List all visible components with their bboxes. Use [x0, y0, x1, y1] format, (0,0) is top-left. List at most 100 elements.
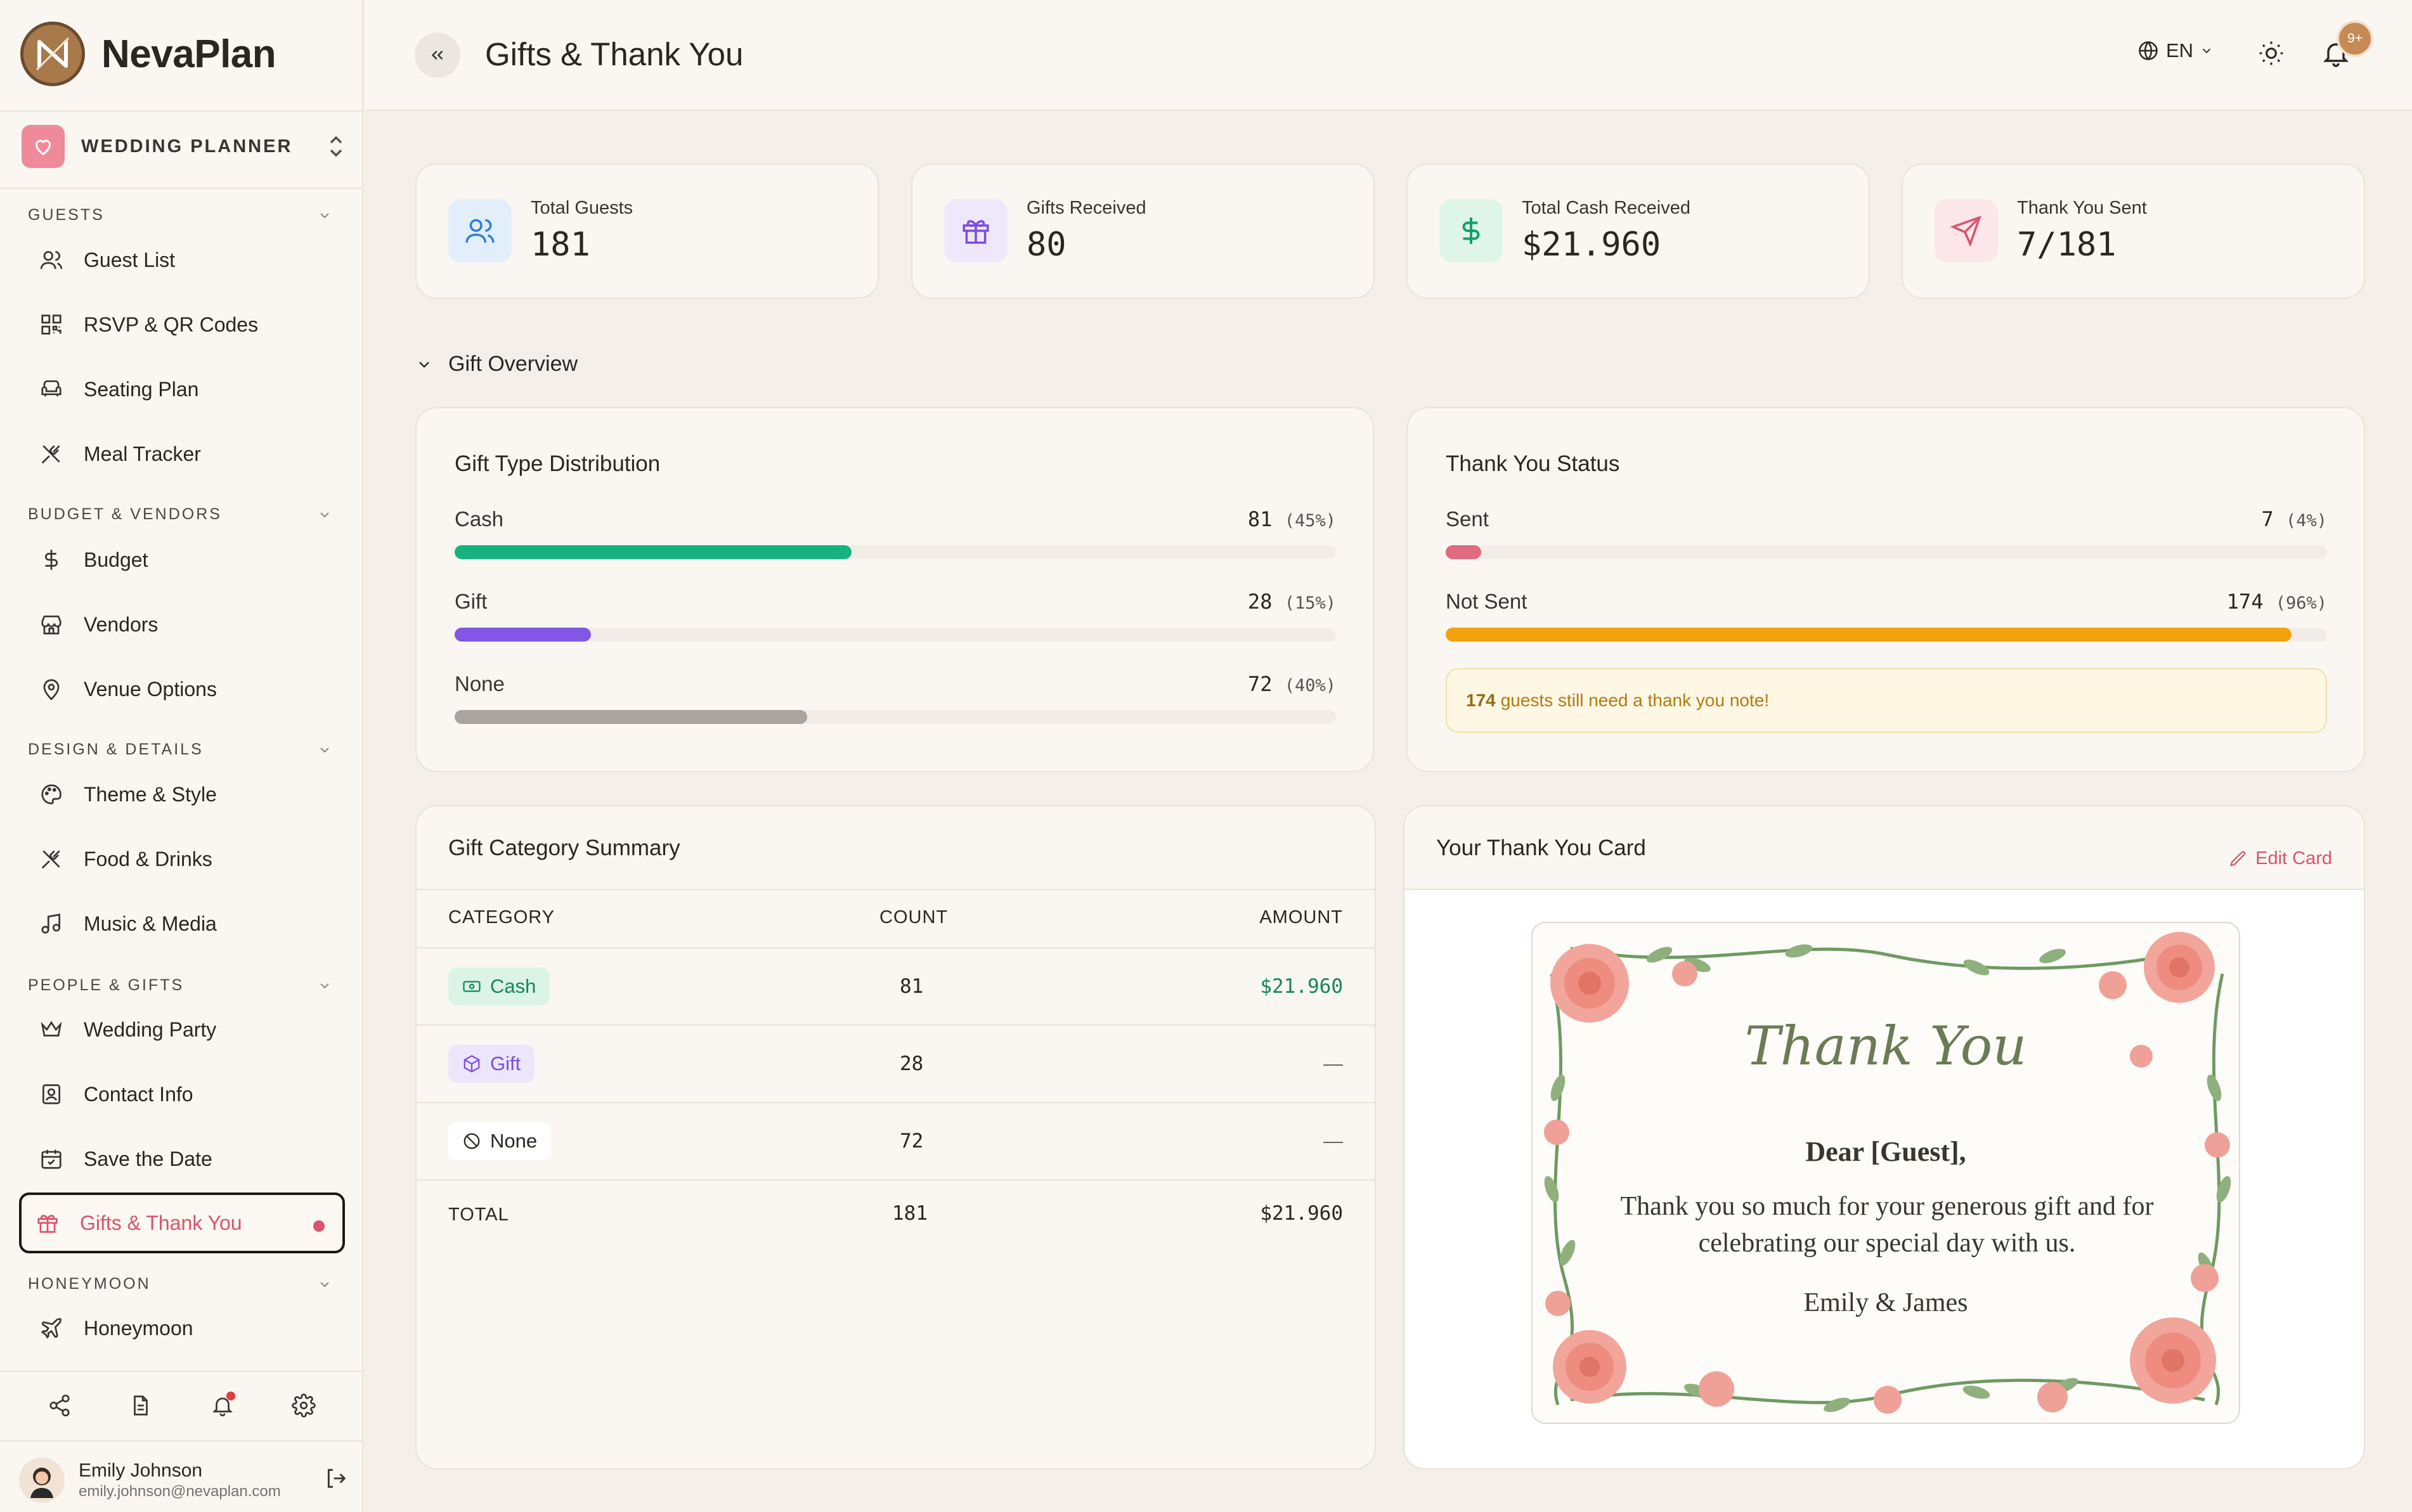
dollar-icon — [38, 546, 65, 573]
pending-thank-you-alert: 174 guests still need a thank you note! — [1446, 668, 2327, 733]
language-label: EN — [2166, 39, 2194, 61]
sidebar-item-label: Guest List — [84, 248, 176, 271]
progress-fill — [455, 710, 807, 724]
sidebar-item-label: Seating Plan — [84, 377, 199, 401]
section-title: PEOPLE & GIFTS — [28, 976, 185, 994]
sidebar-toolbar — [0, 1374, 363, 1437]
gift-overview-toggle[interactable]: Gift Overview — [415, 352, 578, 377]
top-bar: Gifts & Thank You EN 9+ — [365, 0, 2412, 111]
chevron-down-icon — [320, 983, 329, 988]
sidebar-item-wedding-party[interactable]: Wedding Party — [25, 1004, 342, 1055]
percent-value: (45%) — [1284, 511, 1336, 531]
user-profile[interactable]: Emily Johnson emily.johnson@nevaplan.com — [19, 1452, 349, 1509]
sidebar-item-theme-style[interactable]: Theme & Style — [25, 769, 342, 820]
language-selector[interactable]: EN — [2137, 39, 2214, 62]
column-header: CATEGORY — [448, 907, 555, 927]
chevron-down-icon — [320, 1281, 329, 1287]
chevron-down-icon — [320, 512, 329, 517]
card-message: Thank you so much for your generous gift… — [1620, 1192, 2154, 1258]
total-amount: $21.960 — [1260, 1202, 1343, 1225]
row-label: Not Sent — [1446, 590, 1527, 613]
sidebar-item-label: Venue Options — [84, 677, 217, 701]
section-people-gifts[interactable]: PEOPLE & GIFTS — [28, 976, 332, 995]
calendar-check-icon — [38, 1146, 65, 1172]
user-name: Emily Johnson — [79, 1460, 203, 1481]
share-icon[interactable] — [41, 1386, 79, 1425]
logout-icon[interactable] — [323, 1466, 349, 1491]
thank-you-card-panel: Your Thank You Card Edit Card — [1403, 805, 2365, 1470]
thank-you-card-preview: Thank You Dear [Guest], Thank you so muc… — [1531, 922, 2240, 1424]
panel-title: Your Thank You Card — [1436, 836, 1646, 860]
sidebar-item-music-media[interactable]: Music & Media — [25, 898, 342, 949]
sidebar-item-venue-options[interactable]: Venue Options — [25, 664, 342, 714]
section-budget-vendors[interactable]: BUDGET & VENDORS — [28, 505, 332, 524]
sidebar-item-vendors[interactable]: Vendors — [25, 599, 342, 650]
total-count: 181 — [892, 1202, 928, 1225]
row-count: 174 (96%) — [2227, 590, 2327, 614]
sidebar-item-meal-tracker[interactable]: Meal Tracker — [25, 429, 342, 479]
music-icon — [38, 910, 65, 937]
document-icon[interactable] — [122, 1386, 160, 1425]
row-label: Gift — [455, 590, 488, 613]
progress-track — [455, 545, 1336, 559]
total-label: TOTAL — [448, 1205, 509, 1225]
progress-fill — [455, 545, 852, 559]
stat-value: 181 — [531, 226, 590, 264]
page-title: Gifts & Thank You — [485, 36, 744, 72]
sidebar-item-guest-list[interactable]: Guest List — [25, 235, 342, 285]
ban-icon — [464, 1133, 480, 1149]
stat-label: Gifts Received — [1027, 198, 1146, 218]
collapse-sidebar-button[interactable] — [415, 32, 460, 78]
stat-value: $21.960 — [1522, 226, 1661, 264]
sidebar-item-food-drinks[interactable]: Food & Drinks — [25, 834, 342, 884]
edit-card-button[interactable]: Edit Card — [2229, 848, 2332, 869]
sidebar-item-budget[interactable]: Budget — [25, 534, 342, 585]
sidebar-item-honeymoon[interactable]: Honeymoon — [25, 1303, 342, 1354]
category-label: Gift — [490, 1052, 521, 1075]
amount-cell: — — [1323, 1052, 1343, 1075]
category-badge-gift: Gift — [448, 1045, 535, 1083]
section-title: DESIGN & DETAILS — [28, 740, 204, 758]
brand[interactable]: NevaPlan — [20, 21, 276, 87]
sidebar-item-gifts-thank-you[interactable]: Gifts & Thank You — [19, 1192, 345, 1253]
sidebar-item-seating-plan[interactable]: Seating Plan — [25, 364, 342, 415]
sidebar-item-save-the-date[interactable]: Save the Date — [25, 1134, 342, 1184]
chevron-down-icon — [419, 361, 429, 368]
table-row: Cash 81 $21.960 — [417, 947, 1375, 1024]
section-honeymoon[interactable]: HONEYMOON — [28, 1275, 332, 1293]
sidebar-item-rsvp[interactable]: RSVP & QR Codes — [25, 299, 342, 350]
table-total-row: TOTAL 181 $21.960 — [417, 1179, 1375, 1249]
stat-label: Total Cash Received — [1522, 198, 1690, 218]
send-icon — [1935, 199, 1998, 262]
planner-switcher[interactable]: WEDDING PLANNER — [22, 125, 345, 168]
gift-icon — [944, 199, 1008, 262]
card-greeting: Dear [Guest], — [1805, 1136, 1966, 1167]
row-count: 7 (4%) — [2261, 507, 2327, 531]
gift-icon — [34, 1210, 61, 1236]
count-cell: 81 — [900, 975, 924, 998]
theme-toggle-button[interactable] — [2257, 39, 2285, 70]
panel-title: Gift Category Summary — [448, 836, 680, 860]
row-label: Cash — [455, 507, 504, 531]
notification-badge: 9+ — [2337, 20, 2373, 57]
stat-card-gifts-received: Gifts Received 80 — [911, 164, 1375, 299]
contact-book-icon — [38, 1081, 65, 1108]
column-header: COUNT — [879, 907, 949, 927]
sidebar-item-label: Budget — [84, 548, 148, 571]
section-guests[interactable]: GUESTS — [28, 206, 332, 224]
bell-icon[interactable] — [204, 1386, 242, 1425]
stat-value: 80 — [1027, 226, 1067, 264]
count-value: 81 — [1247, 507, 1273, 531]
chevron-down-icon — [320, 747, 329, 753]
package-icon — [464, 1055, 480, 1073]
settings-gear-icon[interactable] — [285, 1386, 323, 1425]
sidebar-item-contact-info[interactable]: Contact Info — [25, 1069, 342, 1120]
row-label: Sent — [1446, 507, 1489, 531]
count-cell: 72 — [900, 1130, 924, 1153]
category-badge-none: None — [448, 1122, 552, 1160]
pencil-icon — [2230, 850, 2246, 867]
chevrons-left-icon — [431, 50, 443, 60]
amount-cell: — — [1323, 1130, 1343, 1152]
column-header: AMOUNT — [1259, 907, 1343, 927]
section-design-details[interactable]: DESIGN & DETAILS — [28, 740, 332, 759]
